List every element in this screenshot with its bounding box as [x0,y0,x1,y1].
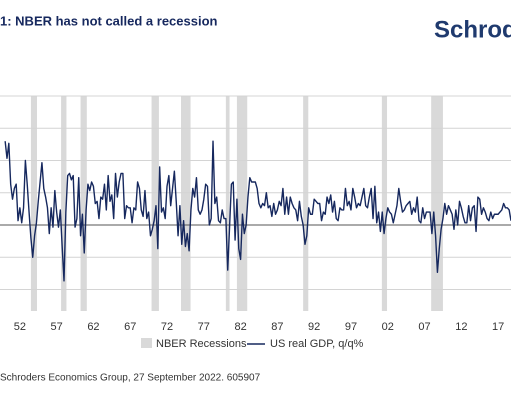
recession-band [30,96,38,311]
x-tick-label: 82 [234,321,246,333]
x-tick-label: 72 [161,321,173,333]
legend-label: US real GDP, q/q% [270,338,364,350]
source-note: Schroders Economics Group, 27 September … [0,373,261,384]
x-tick-label: 52 [14,321,26,333]
recession-band [381,96,388,311]
recession-band [225,96,230,311]
recession-band [303,96,309,311]
x-tick-label: 57 [51,321,63,333]
x-tick-label: 62 [87,321,99,333]
recession-band [151,96,159,311]
x-tick-label: 02 [382,321,394,333]
recession-band [61,96,67,311]
recession-band [236,96,248,311]
x-tick-label: 87 [271,321,283,333]
plot-area: 52 57 62 67 72 77 82 87 92 97 02 07 12 17 [0,95,511,333]
recession-band [181,96,191,311]
chart-title: 1: NBER has not called a recession [0,13,218,28]
logo: Schrod [434,16,511,43]
x-tick-label: 92 [308,321,320,333]
data-line [4,140,511,282]
x-tick-label: 17 [492,321,504,333]
x-tick-label: 07 [418,321,430,333]
x-tick-label: 97 [345,321,357,333]
x-tick-label: 67 [124,321,136,333]
legend-swatch [141,338,152,348]
legend-label: NBER Recessions [156,338,247,350]
recession-band [80,96,87,311]
x-tick-label: 12 [455,321,467,333]
x-tick-label: 77 [198,321,210,333]
recession-band [431,96,443,311]
